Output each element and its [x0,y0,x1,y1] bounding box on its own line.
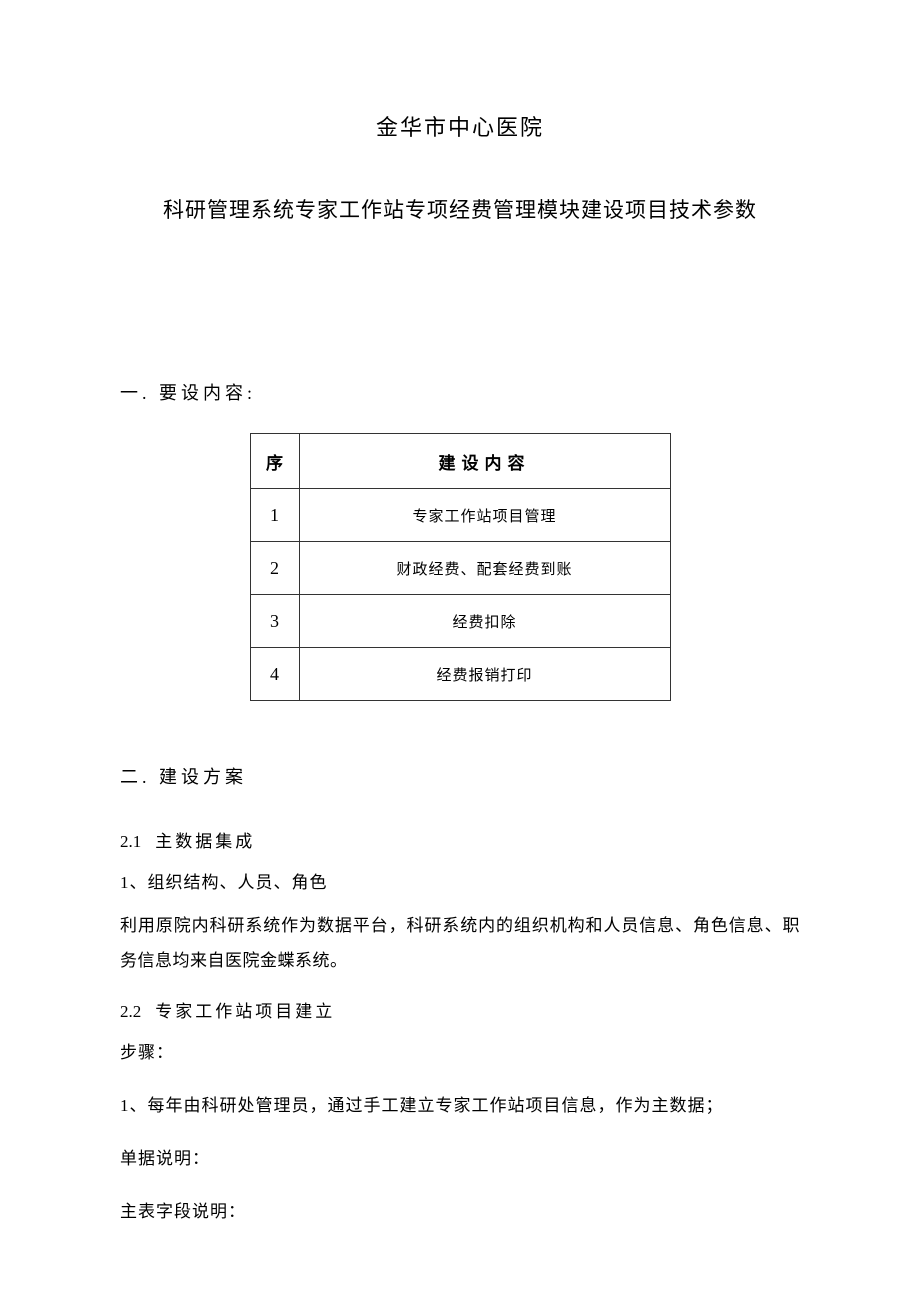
subsection-num: 2.2 [120,1002,141,1021]
table-row: 3 经费扣除 [250,595,670,648]
cell-seq: 2 [250,542,299,595]
cell-content: 财政经费、配套经费到账 [299,542,670,595]
bullet-2-1-1: 1、组织结构、人员、角色 [120,868,800,893]
cell-content: 专家工作站项目管理 [299,489,670,542]
title-main: 金华市中心医院 [120,110,800,142]
field-label: 主表字段说明： [120,1197,800,1222]
cell-content: 经费扣除 [299,595,670,648]
table-row: 4 经费报销打印 [250,648,670,701]
cell-seq: 3 [250,595,299,648]
table-row: 2 财政经费、配套经费到账 [250,542,670,595]
document-page: 金华市中心医院 科研管理系统专家工作站专项经费管理模块建设项目技术参数 一. 要… [0,0,920,1301]
subsection-num: 2.1 [120,832,141,851]
subsection-2-2: 2.2 专家工作站项目建立 [120,997,800,1022]
col-header-content: 建设内容 [299,434,670,489]
body-2-1: 利用原院内科研系统作为数据平台，科研系统内的组织机构和人员信息、角色信息、职务信… [120,909,800,979]
section-2-heading: 二. 建设方案 [120,763,800,789]
table-header-row: 序 建设内容 [250,434,670,489]
subsection-title: 专家工作站项目建立 [155,1002,335,1021]
subsection-2-1: 2.1 主数据集成 [120,827,800,852]
title-sub: 科研管理系统专家工作站专项经费管理模块建设项目技术参数 [120,194,800,224]
section-1-heading: 一. 要设内容: [120,379,800,405]
construction-table: 序 建设内容 1 专家工作站项目管理 2 财政经费、配套经费到账 3 经费扣除 … [250,433,671,701]
step-1: 1、每年由科研处管理员，通过手工建立专家工作站项目信息，作为主数据； [120,1091,800,1116]
cell-seq: 1 [250,489,299,542]
subsection-title: 主数据集成 [155,832,255,851]
steps-label: 步骤： [120,1038,800,1063]
col-header-seq: 序 [250,434,299,489]
cell-seq: 4 [250,648,299,701]
form-label: 单据说明： [120,1144,800,1169]
cell-content: 经费报销打印 [299,648,670,701]
table-row: 1 专家工作站项目管理 [250,489,670,542]
